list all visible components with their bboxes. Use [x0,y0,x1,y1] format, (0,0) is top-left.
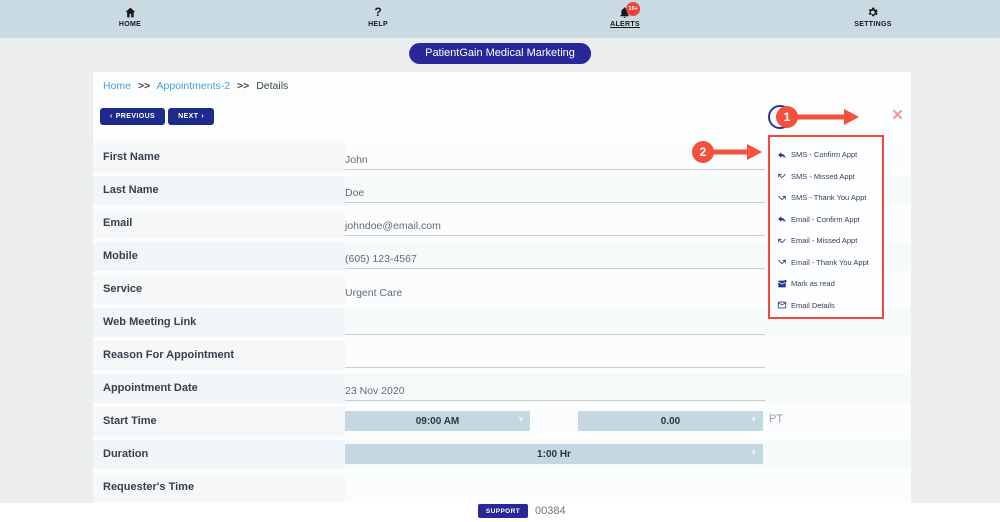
missed-call-icon [778,174,786,179]
breadcrumb-appointments[interactable]: Appointments-2 [156,80,231,92]
previous-button[interactable]: ‹ PREVIOUS [100,108,166,125]
menu-item-email-thankyou[interactable]: Email - Thank You Appt [770,252,882,274]
menu-item-email-confirm[interactable]: Email - Confirm Appt [770,209,882,231]
field-label: Service [93,275,345,304]
breadcrumb-home[interactable]: Home [103,80,132,92]
kebab-menu-button[interactable] [768,105,792,129]
first-name-input[interactable]: John [345,144,765,170]
time-offset-select[interactable]: 0.00 ▾ [578,411,763,431]
field-label: Start Time [93,407,345,436]
requesters-time-value [345,474,765,500]
nav-label-home: HOME [118,21,142,28]
nav-label-settings: SETTINGS [854,21,892,28]
email-icon [777,301,787,309]
chevron-down-icon: ▾ [751,447,756,457]
gear-icon [854,5,891,19]
start-time-select[interactable]: 09:00 AM ▾ [345,411,530,431]
chevron-down-icon: ▾ [518,414,523,424]
chevron-right-icon: › [201,113,205,120]
missed-call-icon [778,238,786,244]
form-row-reason: Reason For Appointment [93,341,911,370]
form-row-start-time: Start Time 09:00 AM ▾ 0.00 ▾ PT [93,407,911,436]
field-label: Appointment Date [93,374,345,403]
field-label: Requester's Time [93,473,345,502]
breadcrumb: Home >> Appointments-2 >> Details [103,80,288,92]
duration-select[interactable]: 1:00 Hr ▾ [345,444,763,464]
menu-item-sms-thankyou[interactable]: SMS - Thank You Appt [770,187,882,209]
kebab-dot [778,110,782,114]
footer-code: 00384 [535,505,566,517]
menu-item-email-missed[interactable]: Email - Missed Appt [770,230,882,252]
menu-item-mark-as-read[interactable]: Mark as read [770,273,882,295]
nav-item-help[interactable]: ? HELP [368,5,388,28]
form-row-web-meeting-link: Web Meeting Link [93,308,911,337]
missed-outgoing-icon [778,195,786,201]
home-icon [119,5,141,19]
field-label: Email [93,209,345,238]
chevron-left-icon: ‹ [110,113,113,120]
appointment-date-input[interactable]: 23 Nov 2020 [345,375,765,401]
reply-icon [778,216,786,223]
field-label: Mobile [93,242,345,271]
brand-pill[interactable]: PatientGain Medical Marketing [409,43,591,64]
last-name-input[interactable]: Doe [345,177,765,203]
next-button[interactable]: NEXT › [168,108,215,125]
missed-outgoing-icon [778,260,786,265]
support-button[interactable]: SUPPORT [478,504,528,518]
nav-item-settings[interactable]: SETTINGS [854,5,891,28]
top-nav-bar: HOME ? HELP 10+ ALERTS SETTINGS [0,0,1000,38]
web-meeting-link-input[interactable] [345,309,765,335]
menu-item-email-details[interactable]: Email Details [770,295,882,317]
email-input[interactable]: johndoe@email.com [345,210,765,236]
pager-toolbar: ‹ PREVIOUS NEXT › [100,108,215,125]
reply-icon [778,151,786,159]
field-label: Web Meeting Link [93,308,345,337]
mobile-input[interactable]: (605) 123-4567 [345,243,765,269]
actions-dropdown-menu: SMS - Confirm Appt SMS - Missed Appt SMS… [768,135,884,319]
close-icon[interactable]: × [892,105,904,126]
nav-label-alerts: ALERTS [610,21,640,28]
alerts-badge: 10+ [626,2,641,16]
form-row-duration: Duration 1:00 Hr ▾ [93,440,911,469]
reason-input[interactable] [345,342,765,368]
breadcrumb-separator: >> [237,80,250,92]
breadcrumb-details: Details [256,80,289,92]
field-label: First Name [93,143,345,172]
nav-item-home[interactable]: HOME [119,5,141,28]
field-label: Reason For Appointment [93,341,345,370]
breadcrumb-separator: >> [137,80,151,92]
nav-item-alerts[interactable]: 10+ ALERTS [610,2,641,28]
chevron-down-icon: ▾ [751,414,756,424]
form-row-appointment-date: Appointment Date 23 Nov 2020 [93,374,911,403]
form-row-requesters-time: Requester's Time [93,473,911,502]
nav-label-help: HELP [368,21,388,28]
mark-read-icon [778,279,787,288]
timezone-label: PT [769,413,784,425]
menu-item-sms-missed[interactable]: SMS - Missed Appt [770,166,882,188]
menu-item-sms-confirm[interactable]: SMS - Confirm Appt [770,144,882,166]
service-value: Urgent Care [345,287,403,299]
help-icon: ? [374,4,382,19]
field-label: Duration [93,440,345,469]
field-label: Last Name [93,176,345,205]
